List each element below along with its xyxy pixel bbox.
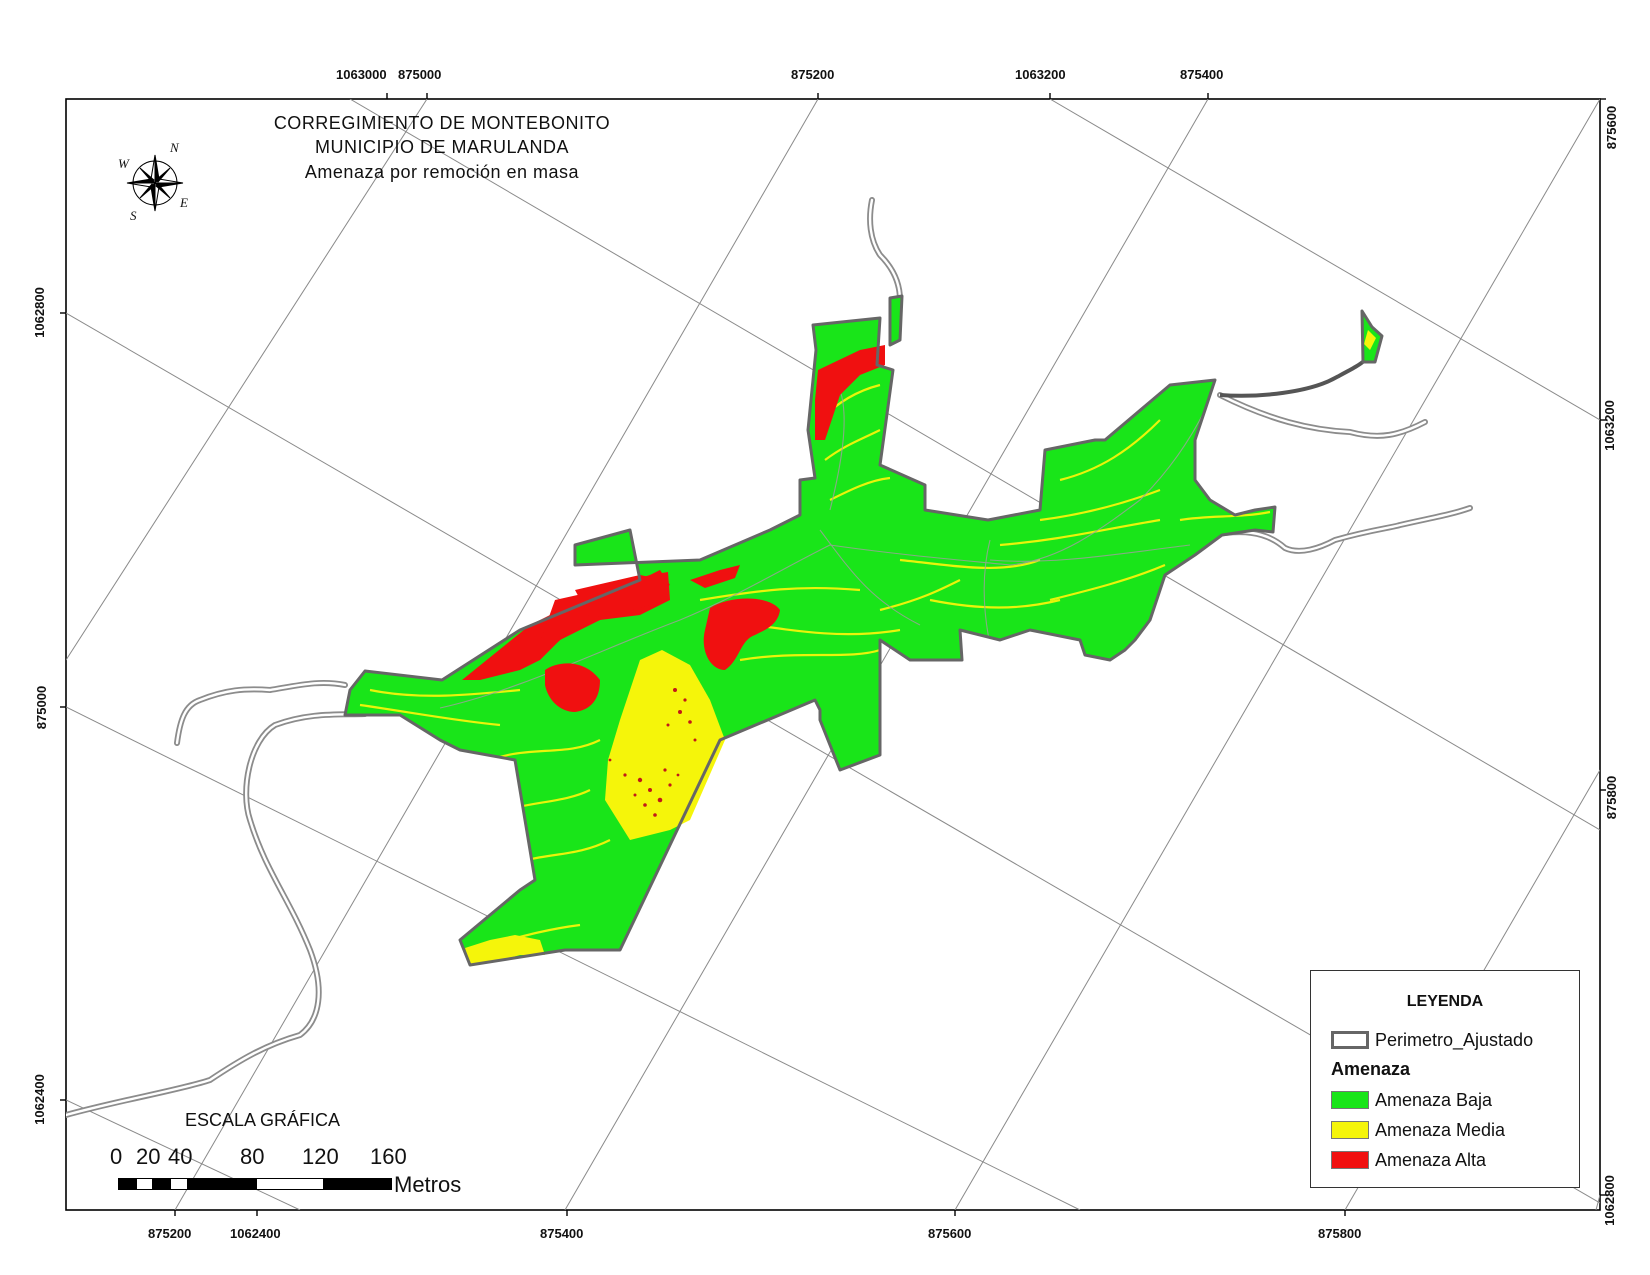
map-title-line1: CORREGIMIENTO DE MONTEBONITO	[273, 113, 611, 133]
map-title-line2: MUNICIPIO DE MARULANDA	[314, 137, 570, 157]
roads	[66, 197, 1473, 1118]
scale-segment	[324, 1178, 392, 1190]
tick-top: 875400	[1180, 67, 1224, 82]
tick-right: 1063200	[1601, 400, 1617, 451]
compass-e: E	[180, 195, 188, 210]
scale-label: 160	[370, 1144, 407, 1169]
tick-left: 1062800	[31, 287, 47, 338]
tick-top: 875000	[398, 67, 442, 82]
contour-lines	[439, 389, 1206, 709]
frame-ticks	[60, 93, 1606, 1216]
tick-bottom: 875800	[1318, 1226, 1362, 1241]
tick-bottom: 875200	[148, 1226, 192, 1241]
legend-group-title: Amenaza	[1331, 1059, 1411, 1079]
scale-bar: ESCALA GRÁFICA 0 20 40 80 120 160 Metros	[110, 1110, 490, 1197]
legend-item-perimeter: Perimetro_Ajustado	[1331, 1029, 1533, 1051]
legend-box: LEYENDA Perimetro_Ajustado Amenaza Amena…	[1310, 970, 1580, 1188]
legend-label: Amenaza Media	[1375, 1119, 1506, 1140]
perimeter-swatch	[1331, 1031, 1369, 1049]
legend-item-media: Amenaza Media	[1331, 1119, 1505, 1141]
scale-title: ESCALA GRÁFICA	[185, 1110, 341, 1130]
scale-segment	[118, 1178, 136, 1190]
legend-swatch-alta	[1331, 1151, 1369, 1169]
legend-item-baja: Amenaza Baja	[1331, 1089, 1492, 1111]
legend-title: LEYENDA	[1406, 993, 1484, 1010]
zone-high-6	[815, 345, 885, 440]
compass-w: W	[118, 156, 129, 171]
scale-segment	[256, 1178, 324, 1190]
perimeter-outline	[343, 294, 1384, 967]
tick-bottom: 875400	[540, 1226, 584, 1241]
legend-label: Amenaza Baja	[1375, 1089, 1493, 1110]
zone-medium-alta-dots	[608, 688, 697, 817]
tick-top: 875200	[791, 67, 835, 82]
scale-label: 120	[302, 1144, 339, 1169]
tick-left: 1062400	[31, 1074, 47, 1125]
legend-swatch-media	[1331, 1121, 1369, 1139]
tick-right: 875800	[1604, 775, 1620, 820]
tick-top: 1063200	[1015, 67, 1066, 82]
zone-high-5	[703, 598, 780, 670]
map-title-line3: Amenaza por remoción en masa	[304, 162, 580, 182]
legend-label: Amenaza Alta	[1375, 1149, 1487, 1170]
scale-unit: Metros	[394, 1172, 462, 1197]
zone-high-3	[575, 575, 668, 618]
tick-left: 875000	[34, 685, 50, 730]
zone-medium-strip	[465, 935, 545, 964]
scale-label: 80	[240, 1144, 265, 1169]
tick-right: 1062800	[1601, 1175, 1617, 1226]
tick-bottom: 1062400	[230, 1226, 281, 1241]
compass-rose-icon	[126, 154, 184, 212]
legend-label: Perimetro_Ajustado	[1375, 1029, 1534, 1050]
legend-item-alta: Amenaza Alta	[1331, 1149, 1486, 1171]
scale-label: 20	[136, 1144, 161, 1169]
scale-label: 0	[110, 1144, 123, 1169]
scale-segment	[136, 1178, 153, 1190]
tick-right: 875600	[1604, 105, 1620, 150]
scale-label: 40	[168, 1144, 193, 1169]
scale-segment	[188, 1178, 256, 1190]
zone-low	[345, 318, 1275, 965]
zone-medium-topright	[1364, 330, 1376, 350]
compass-s: S	[130, 208, 137, 223]
tick-bottom: 875600	[928, 1226, 972, 1241]
zone-high-4	[545, 663, 600, 712]
zone-high-7	[690, 565, 740, 588]
scale-segment	[170, 1178, 188, 1190]
scale-segment	[153, 1178, 170, 1190]
tick-top: 1063000	[336, 67, 387, 82]
legend-swatch-baja	[1331, 1091, 1369, 1109]
compass-n: N	[170, 140, 179, 155]
